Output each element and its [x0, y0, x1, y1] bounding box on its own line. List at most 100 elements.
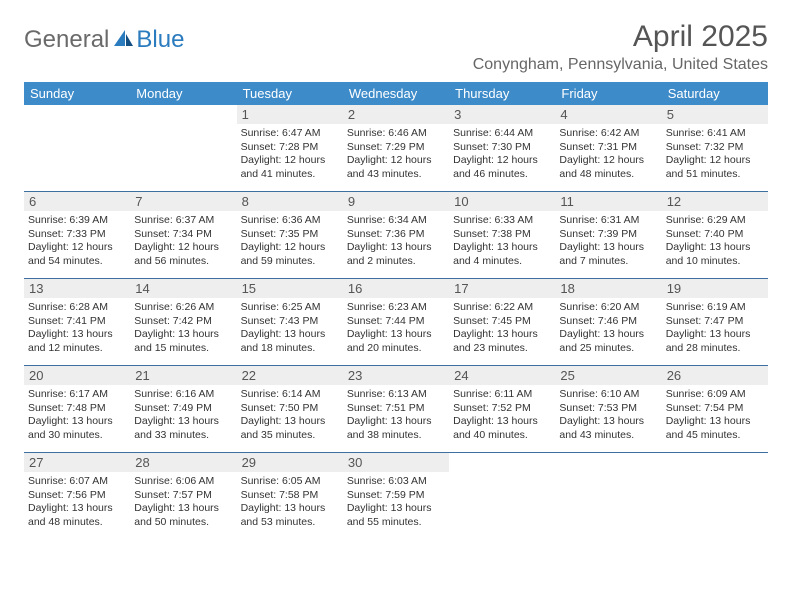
day-info: Sunrise: 6:34 AMSunset: 7:36 PMDaylight:… [347, 214, 445, 269]
sunrise-text: Sunrise: 6:07 AM [28, 475, 126, 489]
day-number: 5 [662, 105, 768, 124]
sunset-text: Sunset: 7:31 PM [559, 141, 657, 155]
day-number: 8 [237, 192, 343, 211]
calendar-cell: 8Sunrise: 6:36 AMSunset: 7:35 PMDaylight… [237, 192, 343, 279]
calendar-cell: 23 Sunrise: 6:13 AMSunset: 7:51 PMDayligh… [343, 366, 449, 453]
calendar-cell: 13 Sunrise: 6:28 AMSunset: 7:41 PMDayligh… [24, 279, 130, 366]
month-title: April 2025 [473, 20, 768, 54]
daylight-text: Daylight: 12 hours and 46 minutes. [453, 154, 551, 181]
sunset-text: Sunset: 7:28 PM [241, 141, 339, 155]
sunrise-text: Sunrise: 6:16 AM [134, 388, 232, 402]
daylight-text: Daylight: 12 hours and 54 minutes. [28, 241, 126, 268]
day-number: 25 [555, 366, 661, 385]
daylight-text: Daylight: 13 hours and 53 minutes. [241, 502, 339, 529]
day-number: 12 [662, 192, 768, 211]
location-text: Conyngham, Pennsylvania, United States [473, 56, 768, 74]
day-number: 14 [130, 279, 236, 298]
calendar-cell: 26Sunrise: 6:09 AMSunset: 7:54 PMDayligh… [662, 366, 768, 453]
sunrise-text: Sunrise: 6:34 AM [347, 214, 445, 228]
day-number: 15 [237, 279, 343, 298]
sunrise-text: Sunrise: 6:10 AM [559, 388, 657, 402]
calendar-cell: 9Sunrise: 6:34 AMSunset: 7:36 PMDaylight… [343, 192, 449, 279]
sunrise-text: Sunrise: 6:20 AM [559, 301, 657, 315]
logo-text-blue: Blue [136, 26, 184, 54]
sunrise-text: Sunrise: 6:47 AM [241, 127, 339, 141]
day-number: 30 [343, 453, 449, 472]
weekday-header: Wednesday [343, 82, 449, 105]
day-info: Sunrise: 6:46 AMSunset: 7:29 PMDaylight:… [347, 127, 445, 182]
daylight-text: Daylight: 13 hours and 2 minutes. [347, 241, 445, 268]
calendar-cell: 29Sunrise: 6:05 AMSunset: 7:58 PMDayligh… [237, 453, 343, 540]
daylight-text: Daylight: 12 hours and 56 minutes. [134, 241, 232, 268]
weekday-header: Thursday [449, 82, 555, 105]
calendar-cell [555, 453, 661, 540]
sunrise-text: Sunrise: 6:11 AM [453, 388, 551, 402]
day-number: 21 [130, 366, 236, 385]
sunset-text: Sunset: 7:46 PM [559, 315, 657, 329]
sunrise-text: Sunrise: 6:25 AM [241, 301, 339, 315]
calendar-table: SundayMondayTuesdayWednesdayThursdayFrid… [24, 82, 768, 539]
sunrise-text: Sunrise: 6:03 AM [347, 475, 445, 489]
daylight-text: Daylight: 13 hours and 50 minutes. [134, 502, 232, 529]
sunset-text: Sunset: 7:51 PM [347, 402, 445, 416]
weekday-header: Saturday [662, 82, 768, 105]
day-info: Sunrise: 6:33 AMSunset: 7:38 PMDaylight:… [453, 214, 551, 269]
day-info: Sunrise: 6:39 AMSunset: 7:33 PMDaylight:… [28, 214, 126, 269]
day-info: Sunrise: 6:09 AMSunset: 7:54 PMDaylight:… [666, 388, 764, 443]
day-info: Sunrise: 6:25 AMSunset: 7:43 PMDaylight:… [241, 301, 339, 356]
sunrise-text: Sunrise: 6:41 AM [666, 127, 764, 141]
sunrise-text: Sunrise: 6:26 AM [134, 301, 232, 315]
calendar-cell: 6Sunrise: 6:39 AMSunset: 7:33 PMDaylight… [24, 192, 130, 279]
sunset-text: Sunset: 7:32 PM [666, 141, 764, 155]
sunset-text: Sunset: 7:52 PM [453, 402, 551, 416]
calendar-cell: 21Sunrise: 6:16 AMSunset: 7:49 PMDayligh… [130, 366, 236, 453]
sunrise-text: Sunrise: 6:37 AM [134, 214, 232, 228]
weekday-header: Sunday [24, 82, 130, 105]
day-info: Sunrise: 6:26 AMSunset: 7:42 PMDaylight:… [134, 301, 232, 356]
calendar-cell: 27 Sunrise: 6:07 AMSunset: 7:56 PMDayligh… [24, 453, 130, 540]
day-number: 3 [449, 105, 555, 124]
sunset-text: Sunset: 7:29 PM [347, 141, 445, 155]
day-number: 27 [24, 453, 130, 472]
sunrise-text: Sunrise: 6:44 AM [453, 127, 551, 141]
weekday-header-row: SundayMondayTuesdayWednesdayThursdayFrid… [24, 82, 768, 105]
day-info: Sunrise: 6:07 AMSunset: 7:56 PMDaylight:… [28, 475, 126, 530]
sunrise-text: Sunrise: 6:09 AM [666, 388, 764, 402]
sunset-text: Sunset: 7:36 PM [347, 228, 445, 242]
day-info: Sunrise: 6:37 AMSunset: 7:34 PMDaylight:… [134, 214, 232, 269]
calendar-cell: 4Sunrise: 6:42 AMSunset: 7:31 PMDaylight… [555, 105, 661, 192]
sunset-text: Sunset: 7:56 PM [28, 489, 126, 503]
calendar-cell: 17Sunrise: 6:22 AMSunset: 7:45 PMDayligh… [449, 279, 555, 366]
daylight-text: Daylight: 12 hours and 59 minutes. [241, 241, 339, 268]
day-number: 22 [237, 366, 343, 385]
sunrise-text: Sunrise: 6:46 AM [347, 127, 445, 141]
day-info: Sunrise: 6:13 AMSunset: 7:51 PMDaylight:… [347, 388, 445, 443]
day-number: 7 [130, 192, 236, 211]
daylight-text: Daylight: 12 hours and 41 minutes. [241, 154, 339, 181]
day-number: 23 [343, 366, 449, 385]
day-info: Sunrise: 6:28 AMSunset: 7:41 PMDaylight:… [28, 301, 126, 356]
day-info: Sunrise: 6:44 AMSunset: 7:30 PMDaylight:… [453, 127, 551, 182]
sunrise-text: Sunrise: 6:29 AM [666, 214, 764, 228]
sunset-text: Sunset: 7:40 PM [666, 228, 764, 242]
day-info: Sunrise: 6:42 AMSunset: 7:31 PMDaylight:… [559, 127, 657, 182]
weekday-header: Monday [130, 82, 236, 105]
sunrise-text: Sunrise: 6:05 AM [241, 475, 339, 489]
day-info: Sunrise: 6:14 AMSunset: 7:50 PMDaylight:… [241, 388, 339, 443]
sunset-text: Sunset: 7:41 PM [28, 315, 126, 329]
calendar-cell: 20Sunrise: 6:17 AMSunset: 7:48 PMDayligh… [24, 366, 130, 453]
day-number: 11 [555, 192, 661, 211]
sunset-text: Sunset: 7:35 PM [241, 228, 339, 242]
calendar-cell: 25Sunrise: 6:10 AMSunset: 7:53 PMDayligh… [555, 366, 661, 453]
calendar-cell [662, 453, 768, 540]
daylight-text: Daylight: 13 hours and 25 minutes. [559, 328, 657, 355]
sunrise-text: Sunrise: 6:14 AM [241, 388, 339, 402]
weekday-header: Friday [555, 82, 661, 105]
sunrise-text: Sunrise: 6:23 AM [347, 301, 445, 315]
calendar-cell: 30Sunrise: 6:03 AMSunset: 7:59 PMDayligh… [343, 453, 449, 540]
sunset-text: Sunset: 7:49 PM [134, 402, 232, 416]
sunset-text: Sunset: 7:47 PM [666, 315, 764, 329]
day-number: 13 [24, 279, 130, 298]
daylight-text: Daylight: 13 hours and 55 minutes. [347, 502, 445, 529]
day-info: Sunrise: 6:41 AMSunset: 7:32 PMDaylight:… [666, 127, 764, 182]
